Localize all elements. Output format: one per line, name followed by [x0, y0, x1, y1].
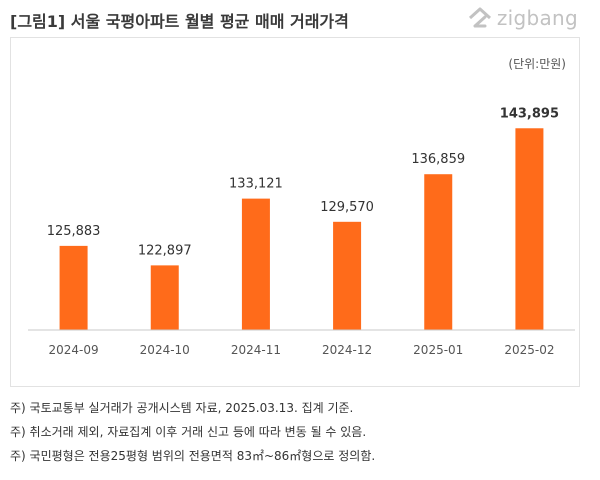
data-label-2024-10: 122,897	[138, 243, 192, 258]
data-label-2025-02: 143,895	[500, 106, 559, 121]
zigbang-logo: zigbang	[467, 6, 578, 30]
bar-2025-01	[424, 174, 453, 330]
tick-label-2025-02: 2025-02	[504, 343, 554, 357]
chart-panel	[10, 37, 580, 387]
logo-text: zigbang	[496, 6, 578, 30]
tick-label-2024-11: 2024-11	[231, 343, 281, 357]
data-label-2024-11: 133,121	[229, 177, 283, 192]
zigbang-house-icon	[468, 7, 491, 28]
footnote-definition: 주) 국민평형은 전용25평형 범위의 전용면적 83㎡~86㎡형으로 정의함.	[10, 449, 376, 463]
footnote-source: 주) 국토교통부 실거래가 공개시스템 자료, 2025.03.13. 집계 기…	[10, 401, 354, 415]
data-label-2025-01: 136,859	[411, 152, 465, 167]
data-label-2024-12: 129,570	[320, 200, 374, 215]
data-label-2024-09: 125,883	[47, 224, 101, 239]
bar-2024-11	[241, 198, 270, 330]
tick-label-2025-01: 2025-01	[413, 343, 463, 357]
tick-label-2024-12: 2024-12	[322, 343, 372, 357]
bar-2024-10	[150, 265, 179, 330]
bar-2024-09	[59, 245, 88, 330]
footnote-exclusion: 주) 취소거래 제외, 자료집계 이후 거래 신고 등에 따라 변동 될 수 있…	[10, 425, 367, 439]
bar-2024-12	[333, 221, 362, 330]
unit-label: (단위:만원)	[508, 57, 566, 71]
chart-title: [그림1] 서울 국평아파트 월별 평균 매매 거래가격	[10, 12, 349, 31]
bar-2025-02	[515, 128, 544, 330]
tick-label-2024-09: 2024-09	[49, 343, 99, 357]
footnotes: 주) 국토교통부 실거래가 공개시스템 자료, 2025.03.13. 집계 기…	[10, 396, 375, 468]
bar-chart: 125,883 2024-09 122,897 2024-10 133,121 2024-…	[28, 106, 575, 357]
tick-label-2024-10: 2024-10	[140, 343, 190, 357]
